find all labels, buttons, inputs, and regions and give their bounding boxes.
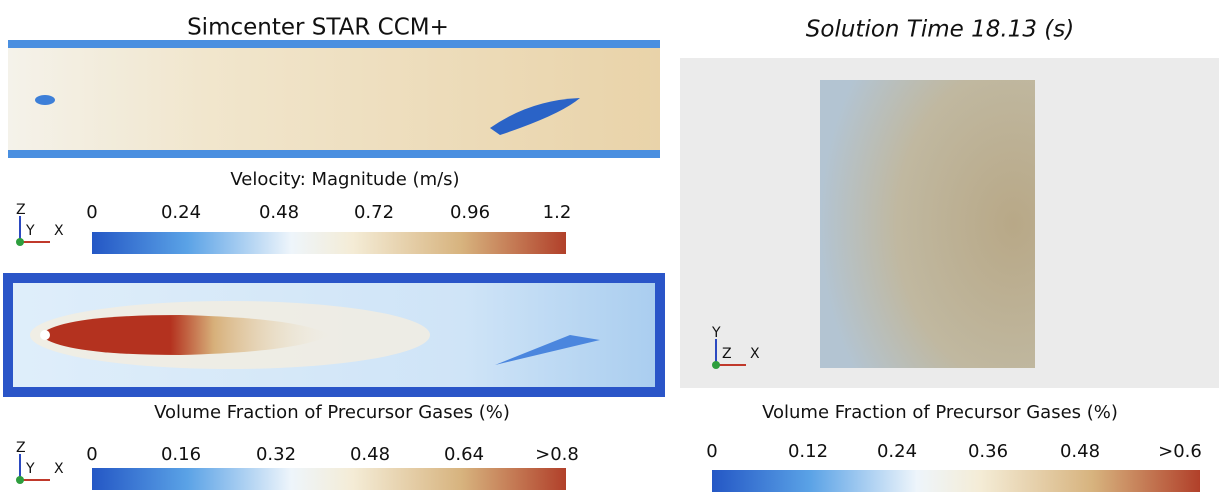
inlet (40, 330, 50, 340)
figure: Simcenter STAR CCM+ Solution Time 18.13 … (0, 0, 1219, 493)
axis-label: Y (711, 325, 721, 341)
axis-label: X (54, 223, 64, 239)
colorbar-title: Volume Fraction of Precursor Gases (%) (154, 402, 510, 423)
axis-label: Z (16, 202, 26, 218)
colorbar-tick-label: 0 (86, 444, 97, 465)
colorbar-tick-label: 1.2 (543, 202, 572, 223)
colorbar (92, 468, 566, 490)
colorbar-tick-label: 0.64 (444, 444, 484, 465)
axis-label: Y (25, 461, 35, 477)
sample-region (820, 80, 1035, 368)
colorbar-tick-label: 0.72 (354, 202, 394, 223)
colorbar-tick-label: >0.6 (1158, 441, 1202, 462)
colorbar-tick-label: 0.16 (161, 444, 201, 465)
axis-label: Y (25, 223, 35, 239)
colorbar-tick-label: 0.12 (788, 441, 828, 462)
colorbar-tick-label: 0.48 (350, 444, 390, 465)
axis-origin (16, 476, 24, 484)
colorbar (712, 470, 1200, 492)
colorbar-tick-label: 0.48 (1060, 441, 1100, 462)
axis-label: Z (722, 346, 732, 362)
inlet (35, 95, 55, 105)
velocity-field (8, 40, 660, 158)
wall (8, 150, 660, 158)
colorbar (92, 232, 566, 254)
colorbar-tick-label: 0.96 (450, 202, 490, 223)
axis-origin (16, 238, 24, 246)
page: Simcenter STAR CCM+ Solution Time 18.13 … (0, 0, 1219, 493)
axis-origin (712, 361, 720, 369)
colorbar-tick-label: 0.32 (256, 444, 296, 465)
colorbar-tick-label: 0.24 (877, 441, 917, 462)
colorbar-title: Volume Fraction of Precursor Gases (%) (762, 402, 1118, 423)
colorbar-title: Velocity: Magnitude (m/s) (230, 169, 459, 190)
colorbar-tick-label: 0.48 (259, 202, 299, 223)
colorbar-tick-label: 0 (706, 441, 717, 462)
colorbar-tick-label: 0 (86, 202, 97, 223)
colorbar-tick-label: 0.36 (968, 441, 1008, 462)
axis-label: X (54, 461, 64, 477)
axis-label: Z (16, 440, 26, 456)
left-title: Simcenter STAR CCM+ (187, 15, 449, 41)
right-title: Solution Time 18.13 (s) (806, 17, 1074, 43)
axis-label: X (750, 346, 760, 362)
colorbar-tick-label: 0.24 (161, 202, 201, 223)
colorbar-tick-label: >0.8 (535, 444, 579, 465)
wall (8, 40, 660, 48)
